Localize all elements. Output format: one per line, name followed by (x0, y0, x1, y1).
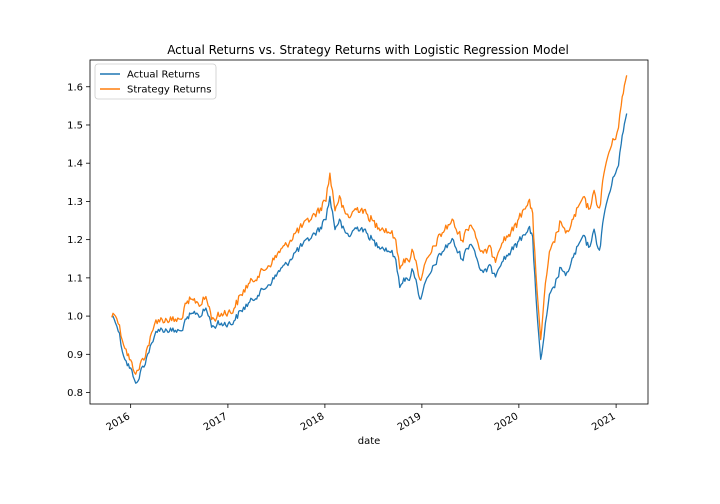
legend-box (94, 63, 217, 100)
chart-title: Actual Returns vs. Strategy Returns with… (167, 43, 569, 57)
plot-lines (111, 75, 628, 384)
y-tick-label: 1.5 (67, 120, 83, 131)
plot-frame (89, 59, 649, 405)
legend-label-actual-returns: Actual Returns (127, 70, 200, 81)
x-tick-label: 2016 (105, 411, 133, 433)
series-line-strategy-returns (111, 75, 628, 375)
y-axis: 0.8 0.9 1.0 1.1 1.2 1.3 1.4 1.5 1.6 (67, 82, 90, 399)
series-line-actual-returns (111, 113, 628, 384)
x-axis: 2016 2017 2018 2019 2020 2021 (105, 404, 618, 433)
y-tick-label: 1.2 (67, 235, 83, 246)
y-tick-label: 0.9 (67, 350, 83, 361)
x-tick-label: 2019 (396, 411, 424, 433)
y-tick-label: 1.1 (67, 273, 83, 284)
x-tick-label: 2021 (590, 411, 618, 433)
x-tick-label: 2020 (493, 411, 521, 433)
y-tick-label: 1.0 (67, 312, 83, 323)
y-tick-label: 1.3 (67, 197, 83, 208)
legend-label-strategy-returns: Strategy Returns (127, 85, 211, 96)
x-axis-label: date (358, 436, 381, 447)
y-tick-label: 1.4 (67, 159, 83, 170)
legend: Actual Returns Strategy Returns (94, 63, 217, 100)
y-tick-label: 0.8 (67, 388, 83, 399)
x-tick-label: 2018 (299, 411, 327, 433)
x-tick-label: 2017 (202, 411, 230, 433)
y-tick-label: 1.6 (67, 82, 83, 93)
